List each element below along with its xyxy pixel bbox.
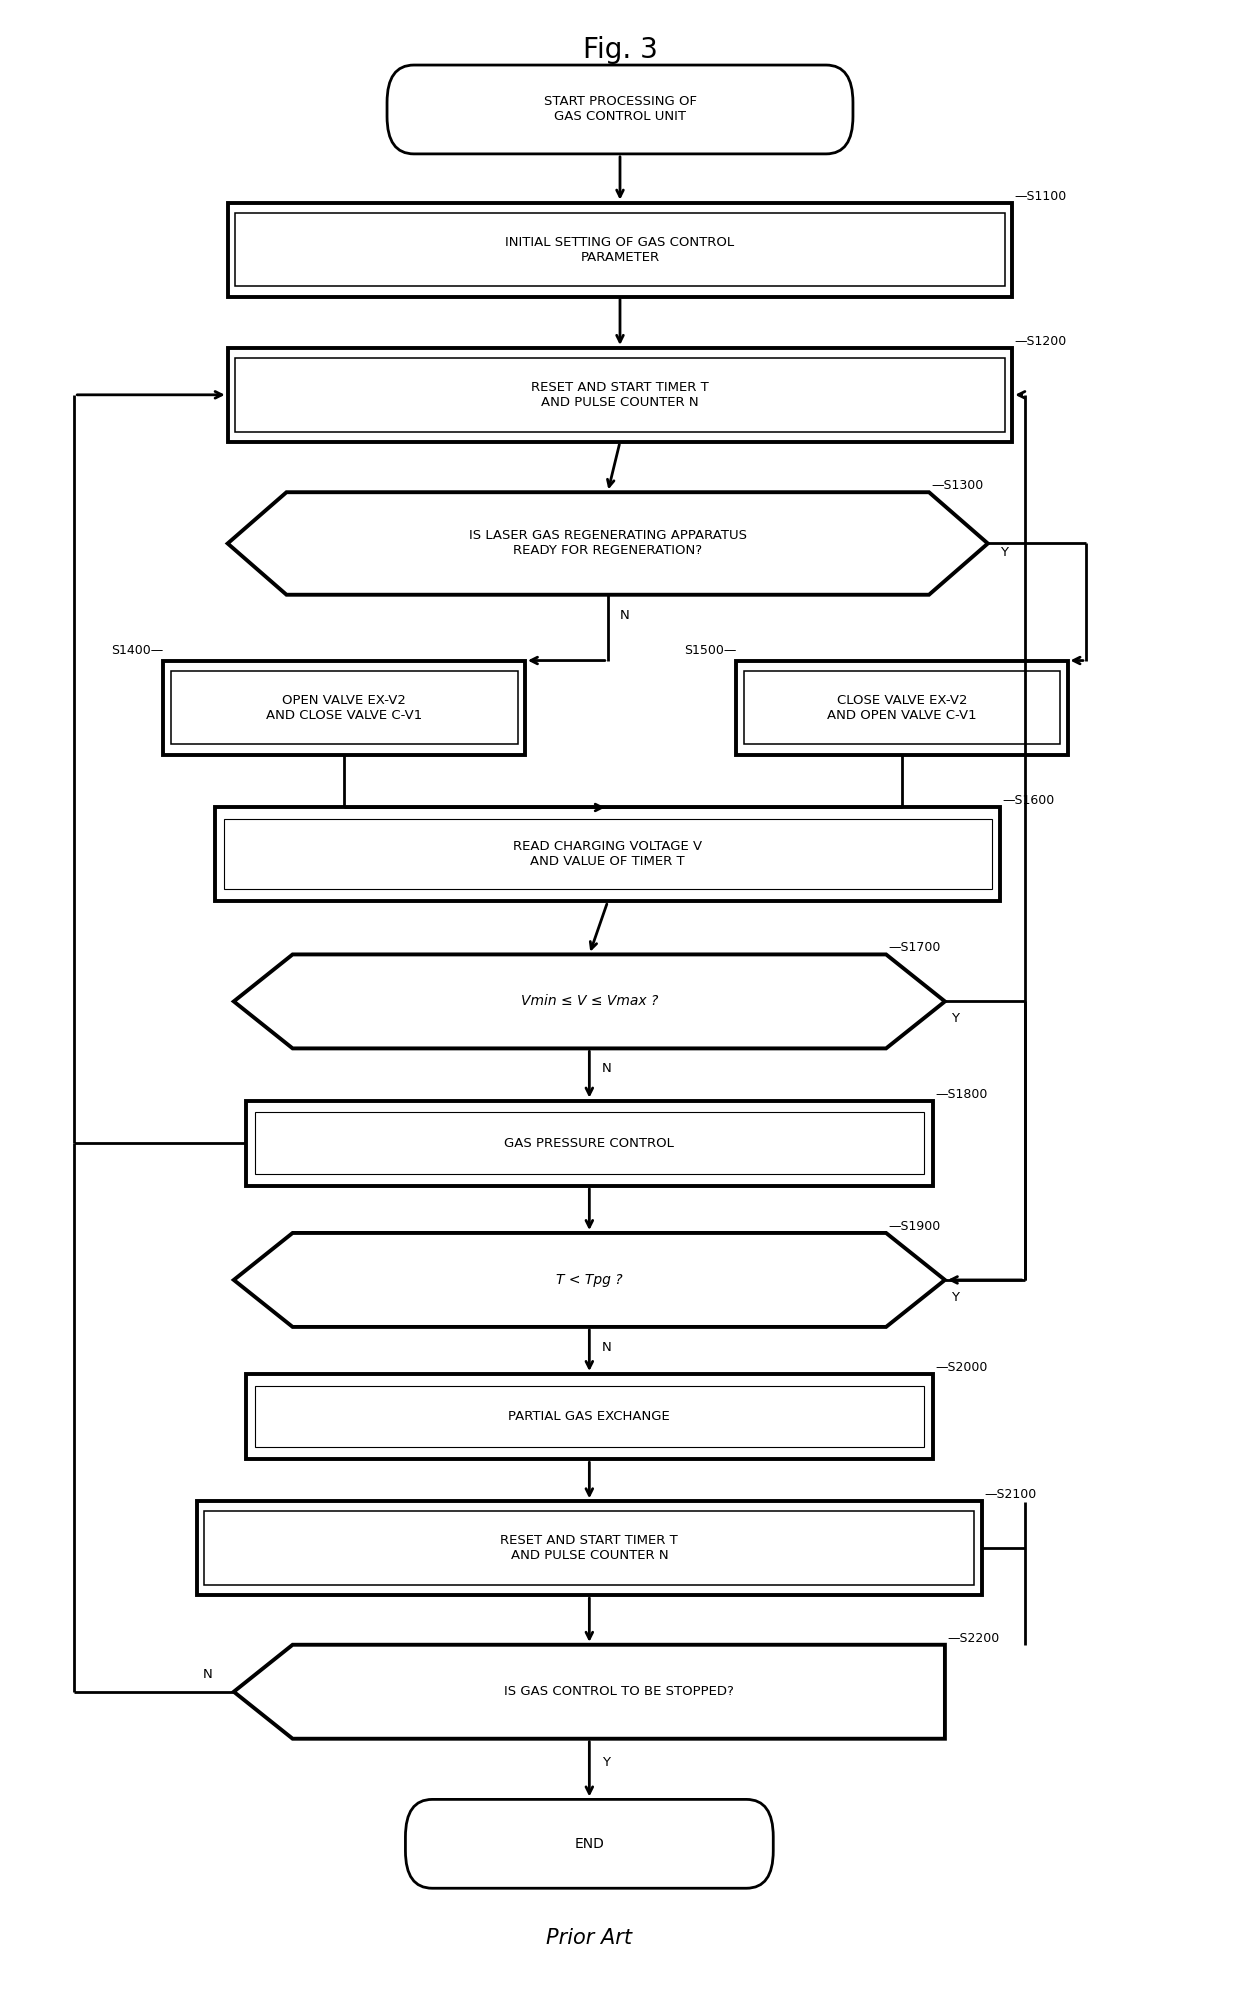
Bar <box>228 347 1012 441</box>
Text: N: N <box>620 609 630 621</box>
Text: —S1200: —S1200 <box>1014 335 1068 347</box>
Text: GAS PRESSURE CONTROL: GAS PRESSURE CONTROL <box>505 1138 675 1150</box>
Text: N: N <box>203 1669 213 1681</box>
Bar <box>246 1100 932 1186</box>
FancyBboxPatch shape <box>387 66 853 154</box>
Text: —S1100: —S1100 <box>1014 190 1068 202</box>
Text: Vmin ≤ V ≤ Vmax ?: Vmin ≤ V ≤ Vmax ? <box>521 994 658 1008</box>
Text: S1400—: S1400— <box>112 645 164 657</box>
Text: —S1700: —S1700 <box>889 942 941 954</box>
Text: Y: Y <box>951 1291 959 1303</box>
Bar <box>216 808 1001 902</box>
Bar <box>246 1373 932 1459</box>
Text: PARTIAL GAS EXCHANGE: PARTIAL GAS EXCHANGE <box>508 1409 671 1423</box>
Text: END: END <box>574 1836 604 1850</box>
Text: Y: Y <box>1001 545 1008 559</box>
Bar <box>254 1112 924 1174</box>
Text: —S1800: —S1800 <box>935 1088 987 1100</box>
Text: IS LASER GAS REGENERATING APPARATUS
READY FOR REGENERATION?: IS LASER GAS REGENERATING APPARATUS READ… <box>469 529 746 557</box>
Text: Y: Y <box>601 1756 610 1768</box>
FancyBboxPatch shape <box>405 1798 774 1888</box>
Polygon shape <box>234 1645 945 1739</box>
Bar <box>744 671 1060 745</box>
Text: S1500—: S1500— <box>684 645 737 657</box>
Text: Fig. 3: Fig. 3 <box>583 36 657 64</box>
Bar <box>224 820 992 890</box>
Bar <box>197 1501 982 1595</box>
Text: OPEN VALVE EX-V2
AND CLOSE VALVE C-V1: OPEN VALVE EX-V2 AND CLOSE VALVE C-V1 <box>267 693 423 721</box>
Text: N: N <box>601 1341 611 1353</box>
Text: T < Tpg ?: T < Tpg ? <box>556 1273 622 1287</box>
Text: N: N <box>601 1062 611 1076</box>
Bar <box>737 661 1068 754</box>
Text: INITIAL SETTING OF GAS CONTROL
PARAMETER: INITIAL SETTING OF GAS CONTROL PARAMETER <box>506 236 734 263</box>
Bar <box>228 202 1012 297</box>
Bar <box>236 357 1004 431</box>
Bar <box>171 671 517 745</box>
Text: READ CHARGING VOLTAGE V
AND VALUE OF TIMER T: READ CHARGING VOLTAGE V AND VALUE OF TIM… <box>513 840 702 868</box>
Polygon shape <box>234 954 945 1048</box>
Bar <box>164 661 525 754</box>
Text: RESET AND START TIMER T
AND PULSE COUNTER N: RESET AND START TIMER T AND PULSE COUNTE… <box>501 1535 678 1563</box>
Text: RESET AND START TIMER T
AND PULSE COUNTER N: RESET AND START TIMER T AND PULSE COUNTE… <box>531 381 709 409</box>
Polygon shape <box>234 1234 945 1327</box>
Polygon shape <box>228 493 988 595</box>
Text: Prior Art: Prior Art <box>547 1928 632 1948</box>
Text: —S1600: —S1600 <box>1003 794 1055 808</box>
Text: —S2200: —S2200 <box>947 1633 999 1645</box>
Text: —S1300: —S1300 <box>931 479 983 493</box>
Text: START PROCESSING OF
GAS CONTROL UNIT: START PROCESSING OF GAS CONTROL UNIT <box>543 96 697 124</box>
Text: —S1900: —S1900 <box>889 1220 941 1234</box>
Text: CLOSE VALVE EX-V2
AND OPEN VALVE C-V1: CLOSE VALVE EX-V2 AND OPEN VALVE C-V1 <box>827 693 977 721</box>
Bar <box>205 1511 975 1585</box>
Bar <box>254 1385 924 1447</box>
Text: Y: Y <box>951 1012 959 1026</box>
Text: —S2000: —S2000 <box>935 1361 987 1373</box>
Text: IS GAS CONTROL TO BE STOPPED?: IS GAS CONTROL TO BE STOPPED? <box>503 1685 734 1699</box>
Bar <box>236 214 1004 285</box>
Text: —S2100: —S2100 <box>985 1489 1037 1501</box>
